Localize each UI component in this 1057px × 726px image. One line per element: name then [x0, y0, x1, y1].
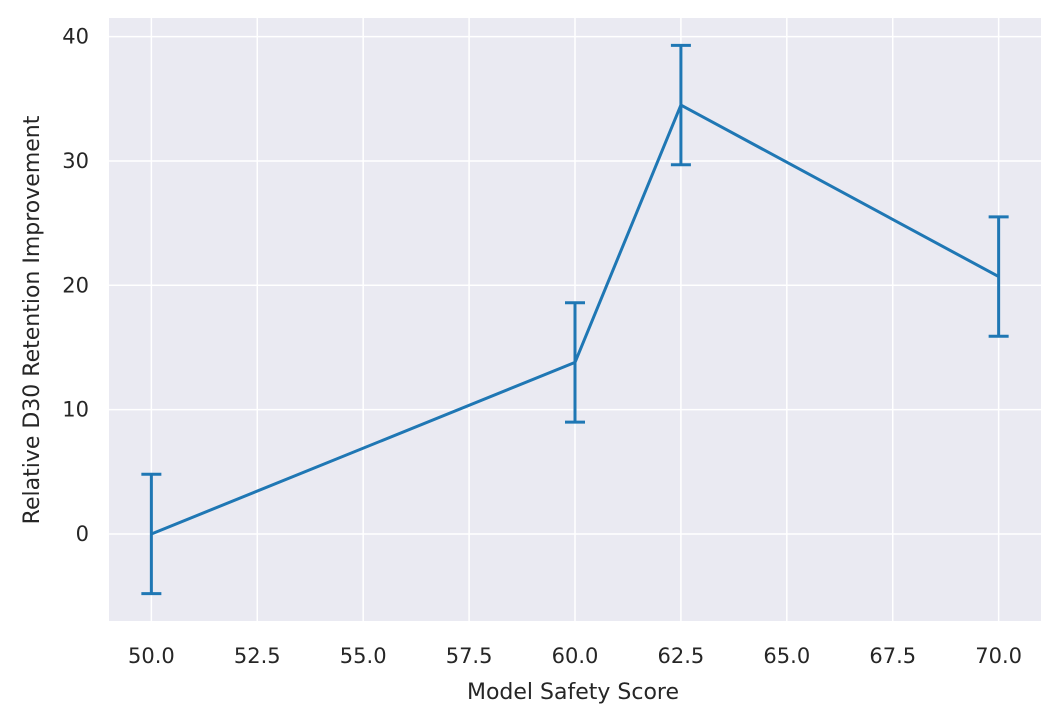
x-tick-label: 52.5	[234, 644, 281, 668]
y-tick-label: 20	[62, 273, 89, 297]
y-tick-label: 30	[62, 149, 89, 173]
y-axis-label: Relative D30 Retention Improvement	[20, 115, 45, 524]
x-tick-labels: 50.0 52.5 55.0 57.5 60.0 62.5 65.0 67.5 70.0	[128, 644, 1022, 668]
error-bar	[565, 301, 585, 424]
x-axis-label: Model Safety Score	[467, 680, 679, 705]
x-tick-label: 60.0	[552, 644, 599, 668]
y-tick-label: 10	[62, 398, 89, 422]
x-tick-label: 70.0	[975, 644, 1022, 668]
x-tick-label: 67.5	[869, 644, 916, 668]
y-tick-label: 40	[62, 25, 89, 49]
error-bar	[988, 215, 1009, 338]
series-line	[150, 103, 1000, 536]
x-tick-label: 65.0	[763, 644, 810, 668]
series-layer	[141, 43, 1009, 596]
error-bar	[141, 472, 162, 596]
y-tick-labels: 0 10 20 30 40	[62, 25, 89, 546]
y-tick-label: 0	[76, 522, 89, 546]
x-tick-label: 62.5	[658, 644, 705, 668]
x-tick-label: 55.0	[340, 644, 387, 668]
x-tick-label: 50.0	[128, 644, 175, 668]
x-tick-label: 57.5	[446, 644, 493, 668]
error-bar	[670, 43, 691, 167]
